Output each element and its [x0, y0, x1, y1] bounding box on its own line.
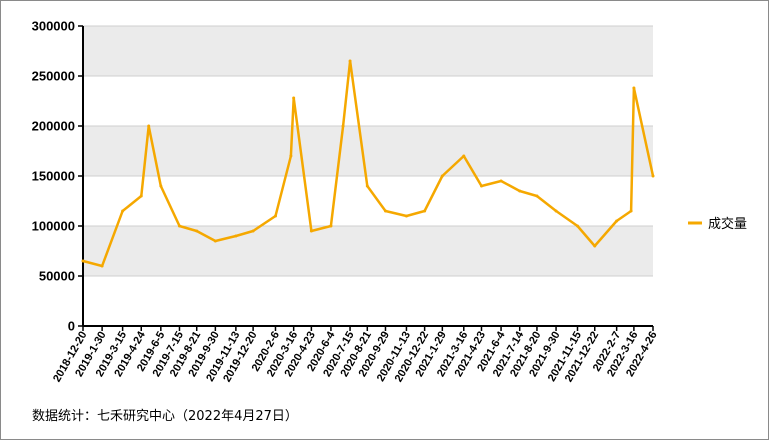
y-tick-label: 0 [68, 319, 75, 334]
data-point [121, 209, 125, 213]
y-tick-label: 150000 [32, 169, 75, 184]
grid-band [83, 26, 653, 76]
data-point [575, 224, 579, 228]
data-point [213, 239, 217, 243]
data-point [341, 124, 345, 128]
legend: 成交量 [688, 216, 747, 232]
data-point [479, 184, 483, 188]
data-point [159, 184, 163, 188]
grid-band [83, 226, 653, 276]
y-tick-label: 100000 [32, 219, 75, 234]
data-point [251, 229, 255, 233]
grid-band [83, 126, 653, 176]
y-tick-label: 50000 [39, 269, 75, 284]
y-tick-label: 250000 [32, 69, 75, 84]
data-point [348, 59, 352, 63]
data-point [100, 264, 104, 268]
data-point [147, 124, 151, 128]
data-point [651, 174, 655, 178]
data-point [329, 224, 333, 228]
data-point [404, 214, 408, 218]
data-point [462, 154, 466, 158]
data-point [195, 229, 199, 233]
y-tick-label: 200000 [32, 119, 75, 134]
data-point [615, 219, 619, 223]
data-point [440, 174, 444, 178]
data-point [273, 214, 277, 218]
x-axis-ticks: 2018-12-202019-1-302019-3-152019-4-24201… [51, 326, 660, 384]
data-point [554, 209, 558, 213]
source-note: 数据统计：七禾研究中心（2022年4月27日） [32, 409, 298, 424]
series-layer [81, 59, 655, 268]
data-point [518, 189, 522, 193]
data-point [309, 229, 313, 233]
y-axis-ticks: 0 50000 100000 150000 200000 250000 300000 [32, 19, 83, 334]
data-point [632, 86, 636, 90]
data-point [139, 194, 143, 198]
legend-label: 成交量 [708, 216, 747, 232]
grid-bands [83, 26, 653, 276]
data-point [81, 259, 85, 263]
data-point [383, 209, 387, 213]
data-point [535, 194, 539, 198]
data-point [423, 209, 427, 213]
data-point [289, 154, 293, 158]
data-point [629, 209, 633, 213]
data-point [292, 96, 296, 100]
data-point [177, 224, 181, 228]
data-point [593, 244, 597, 248]
y-tick-label: 300000 [32, 19, 75, 34]
data-point [365, 184, 369, 188]
data-point [499, 179, 503, 183]
data-point [234, 234, 238, 238]
